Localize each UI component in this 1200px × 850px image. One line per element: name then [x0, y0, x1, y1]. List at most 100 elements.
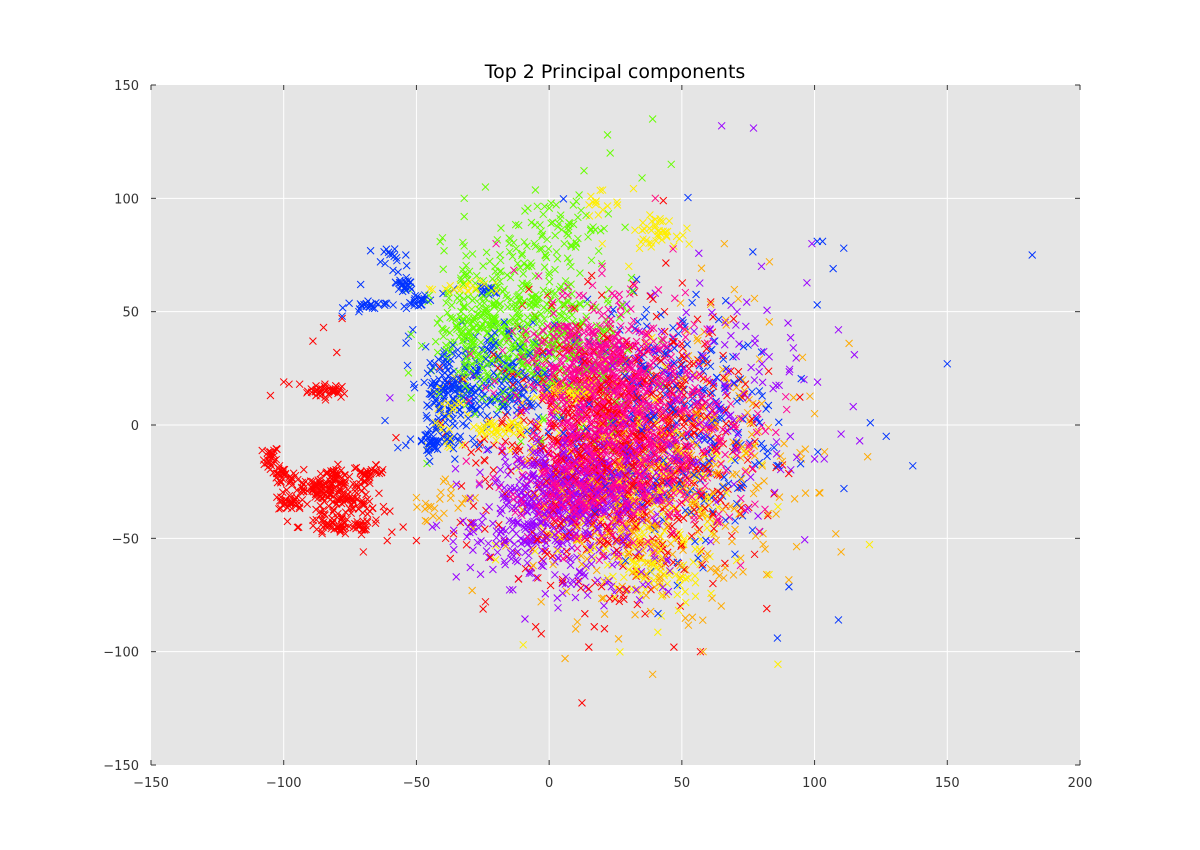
scatter-point [617, 558, 626, 567]
scatter-point [481, 183, 490, 191]
scatter-point [701, 536, 710, 545]
scatter-point [682, 308, 691, 317]
scatter-point [785, 365, 794, 374]
scatter-point [472, 459, 480, 467]
scatter-point [477, 518, 486, 527]
scatter-point [553, 254, 562, 263]
scatter-point [392, 433, 400, 442]
scatter-point [764, 401, 773, 410]
scatter-point [491, 555, 500, 564]
scatter-point [651, 194, 660, 203]
scatter-point [748, 387, 756, 396]
scatter-point [456, 274, 465, 283]
scatter-point [505, 423, 514, 432]
scatter-point [294, 523, 303, 532]
scatter-point [786, 465, 795, 474]
scatter-point [390, 245, 399, 253]
scatter-point [500, 285, 508, 294]
scatter-point [690, 422, 699, 431]
scatter-point [509, 266, 518, 275]
scatter-point [352, 463, 361, 472]
scatter-point [417, 437, 426, 446]
scatter-point [299, 465, 308, 474]
scatter-point [519, 640, 528, 649]
scatter-point [350, 464, 359, 473]
scatter-point [494, 272, 503, 281]
scatter-point [349, 480, 358, 488]
scatter-point [593, 409, 602, 418]
scatter-point [520, 416, 528, 425]
scatter-point [496, 423, 504, 431]
scatter-point [692, 290, 700, 299]
scatter-point [681, 288, 690, 297]
scatter-point [357, 487, 366, 496]
scatter-point [574, 213, 582, 222]
scatter-point [592, 200, 600, 209]
scatter-point [527, 218, 536, 227]
scatter-point [579, 420, 588, 429]
scatter-point [563, 254, 572, 263]
scatter-point [285, 380, 293, 389]
scatter-point [576, 301, 585, 309]
scatter-point [318, 529, 327, 538]
scatter-point [708, 507, 717, 516]
scatter-point [699, 367, 708, 376]
scatter-point [366, 246, 375, 255]
scatter-point [678, 279, 687, 287]
scatter-point [649, 324, 658, 332]
scatter-point [546, 581, 555, 590]
scatter-point [806, 392, 814, 401]
scatter-point [724, 485, 732, 494]
scatter-point [631, 226, 639, 235]
scatter-point [425, 285, 434, 293]
scatter-point [341, 529, 350, 538]
scatter-point [571, 593, 580, 602]
scatter-point [341, 471, 349, 479]
scatter-point [727, 531, 736, 540]
scatter-point [423, 414, 431, 423]
scatter-point [521, 564, 530, 573]
scatter-point [676, 391, 684, 399]
scatter-point [545, 204, 554, 212]
scatter-point [642, 322, 651, 330]
scatter-point [463, 532, 471, 541]
scatter-point [431, 337, 440, 346]
scatter-point [660, 327, 669, 336]
scatter-point [442, 299, 451, 307]
scatter-point [513, 557, 522, 566]
scatter-point [729, 571, 738, 579]
scatter-point [748, 526, 757, 534]
scatter-point [389, 266, 397, 275]
scatter-point [656, 310, 665, 319]
scatter-point [466, 518, 475, 527]
scatter-point [679, 514, 688, 523]
scatter-point [468, 434, 477, 443]
scatter-point [770, 443, 778, 452]
scatter-point [727, 366, 735, 375]
scatter-point [696, 535, 705, 544]
scatter-point [446, 554, 455, 563]
scatter-point [407, 393, 415, 402]
scatter-point [493, 474, 502, 483]
scatter-point [578, 699, 586, 707]
scatter-point [749, 124, 758, 132]
scatter-point [498, 417, 507, 425]
scatter-point [715, 471, 724, 479]
scatter-point [279, 378, 288, 386]
scatter-point [640, 313, 649, 321]
scatter-point [321, 393, 330, 402]
scatter-point [908, 461, 917, 470]
scatter-point [762, 604, 771, 613]
scatter-point [673, 581, 682, 590]
scatter-point [436, 405, 445, 414]
scatter-point [722, 374, 731, 382]
scatter-point [642, 511, 651, 519]
scatter-point [677, 498, 686, 507]
scatter-point [537, 629, 546, 638]
scatter-point [402, 261, 411, 270]
scatter-point [561, 277, 570, 285]
scatter-point [328, 508, 337, 517]
scatter-point [675, 356, 684, 364]
scatter-point [700, 340, 709, 348]
